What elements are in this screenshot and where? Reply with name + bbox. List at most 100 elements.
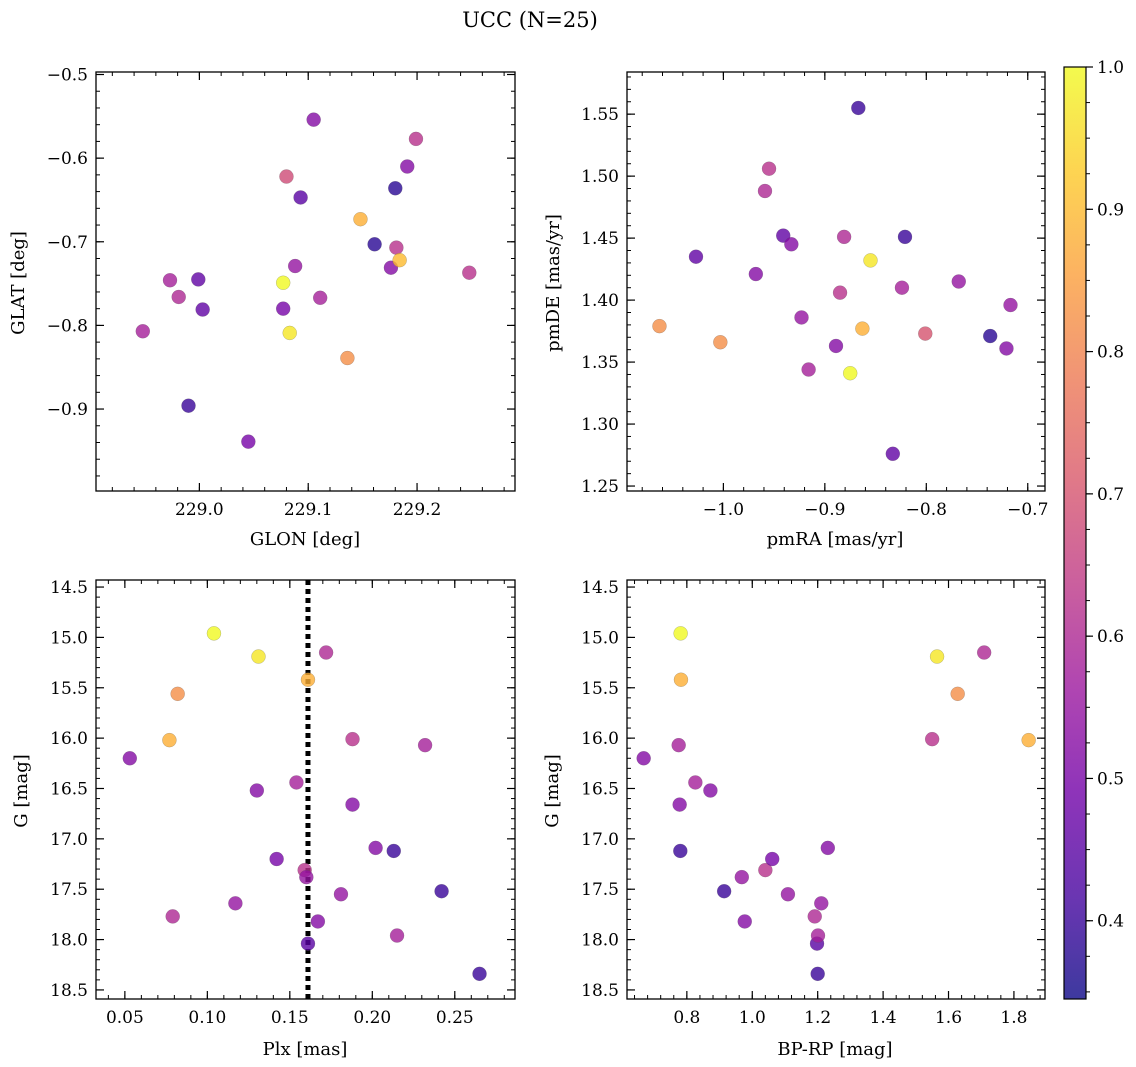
pmra-pmde-point (836, 229, 852, 245)
pmra-pmde-xtick-label: −1.0 (703, 500, 744, 520)
colorbar-tick-label: 0.5 (1097, 769, 1124, 789)
glon-glat-xtick-label: 229.1 (284, 500, 333, 520)
bprp-g-point (810, 966, 825, 982)
plx-g-point (417, 737, 433, 753)
plx-g-point (345, 731, 360, 747)
colorbar: 0.4 0.5 0.6 0.7 0.8 0.9 1.0 (1063, 58, 1124, 1000)
glon-glat-ytick-label: −0.8 (47, 316, 88, 336)
bprp-g-xtick-label: 1.8 (1000, 1008, 1027, 1028)
bprp-g-point (673, 843, 688, 859)
bprp-g-ytick-label: 15.0 (581, 628, 619, 648)
plx-g-point (249, 783, 265, 798)
figure-title: UCC (N=25) (462, 8, 598, 32)
colorbar-tick-label: 1.0 (1097, 58, 1124, 78)
plx-g-point (251, 649, 266, 664)
plx-g-ytick-label: 15.5 (50, 679, 88, 699)
plx-g-marks: 0.05 0.10 0.15 0.20 0.25 14.5 15.0 15.5 16.0 16.5… (50, 578, 516, 1028)
bprp-g-point (950, 686, 965, 702)
plx-g-point (300, 936, 316, 951)
colorbar-gradient (1063, 66, 1087, 1000)
glon-glat-point (191, 272, 206, 287)
plx-g-point (289, 775, 304, 790)
glon-glat-point (389, 240, 404, 255)
bprp-g-frame (626, 579, 1046, 1000)
glon-glat-point (181, 398, 196, 413)
colorbar-tick-label: 0.7 (1097, 485, 1124, 505)
pmra-pmde-xtick-label: −0.7 (1007, 500, 1048, 520)
glon-glat-point (162, 273, 178, 288)
glon-glat-marks: 229.0 229.1 229.2 −0.9 −0.8 −0.7 −0.6 −0.5 (47, 66, 516, 520)
bprp-g-point (716, 884, 732, 899)
pmra-pmde-point (918, 326, 933, 341)
pmra-pmde-point (951, 274, 966, 289)
pmra-pmde-point (801, 362, 816, 377)
plx-g-xtick-label: 0.15 (271, 1008, 309, 1028)
colorbar-tick-label: 0.4 (1097, 912, 1124, 932)
bprp-g-point (734, 869, 750, 885)
colorbar-tick-label: 0.9 (1097, 200, 1124, 220)
pmra-pmde-point (894, 280, 910, 295)
pmra-pmde-point (843, 366, 858, 381)
bprp-g-point (814, 896, 829, 911)
pmra-pmde-point (784, 237, 799, 252)
bprp-g-point (820, 840, 836, 856)
bprp-g-xtick-label: 1.0 (739, 1008, 766, 1028)
plx-g-xtick-label: 0.25 (436, 1008, 474, 1028)
plx-g-point (170, 686, 185, 702)
bprp-g-ytick-label: 16.5 (581, 779, 619, 799)
bprp-g-point (765, 851, 780, 867)
pmra-pmde-point (757, 183, 773, 199)
glon-glat-ytick-label: −0.5 (47, 66, 88, 86)
colorbar-ticks: 0.4 0.5 0.6 0.7 0.8 0.9 1.0 (1086, 58, 1124, 993)
glon-glat-xlabel: GLON [deg] (250, 529, 360, 550)
glon-glat-ytick-label: −0.9 (47, 400, 88, 420)
plx-g-point (472, 966, 487, 982)
plx-g-point (165, 909, 180, 924)
glon-glat-point (171, 289, 186, 305)
plx-g-point (389, 928, 405, 943)
pmra-pmde-ytick-label: 1.25 (581, 477, 619, 497)
pmra-pmde-point (855, 321, 870, 336)
bprp-g-ytick-label: 18.5 (581, 981, 619, 1001)
glon-glat-point (279, 169, 294, 184)
bprp-g-ytick-label: 18.0 (581, 931, 619, 951)
pmra-pmde-ytick-label: 1.45 (581, 229, 619, 249)
bprp-g-point (671, 737, 686, 753)
plx-g-xtick-label: 0.05 (106, 1008, 144, 1028)
bprp-g-point (807, 909, 822, 924)
colorbar-tick-label: 0.8 (1097, 343, 1124, 363)
glon-glat-point (462, 265, 477, 280)
plx-g-point (310, 914, 326, 929)
glon-glat-ytick-label: −0.7 (47, 233, 88, 253)
bprp-g-point (1021, 732, 1036, 748)
bprp-g-point (976, 645, 992, 660)
glon-glat-xtick-label: 229.2 (393, 500, 442, 520)
pmra-pmde-point (748, 266, 764, 282)
glon-glat-point (275, 275, 291, 290)
plx-g-ytick-label: 18.0 (50, 931, 88, 951)
glon-glat-point (275, 301, 291, 316)
glon-glat-point (135, 324, 150, 339)
pmra-pmde-point (897, 229, 913, 245)
pmra-pmde-point (828, 338, 844, 354)
pmra-pmde-ytick-label: 1.30 (581, 415, 619, 435)
bprp-g-ytick-label: 14.5 (581, 578, 619, 598)
plx-g-point (299, 869, 314, 885)
plx-g-ylabel: G [mag] (11, 754, 32, 827)
glon-glat-point (312, 290, 328, 306)
pmra-pmde-ytick-label: 1.40 (581, 291, 619, 311)
pmra-pmde-point (832, 285, 848, 300)
plx-g-xtick-label: 0.10 (188, 1008, 226, 1028)
plx-g-ytick-label: 16.5 (50, 779, 88, 799)
plx-g-point (122, 751, 138, 766)
pmra-pmde-point (851, 100, 866, 116)
bprp-g-point (672, 797, 687, 812)
pmra-pmde-ytick-label: 1.55 (581, 105, 619, 125)
bprp-g-ylabel: G [mag] (542, 754, 563, 827)
glon-glat-point (287, 258, 303, 274)
plx-g-point (162, 732, 177, 748)
pmra-pmde-frame (626, 71, 1046, 492)
plx-g-point (386, 843, 401, 859)
pmra-pmde-ytick-label: 1.35 (581, 353, 619, 373)
